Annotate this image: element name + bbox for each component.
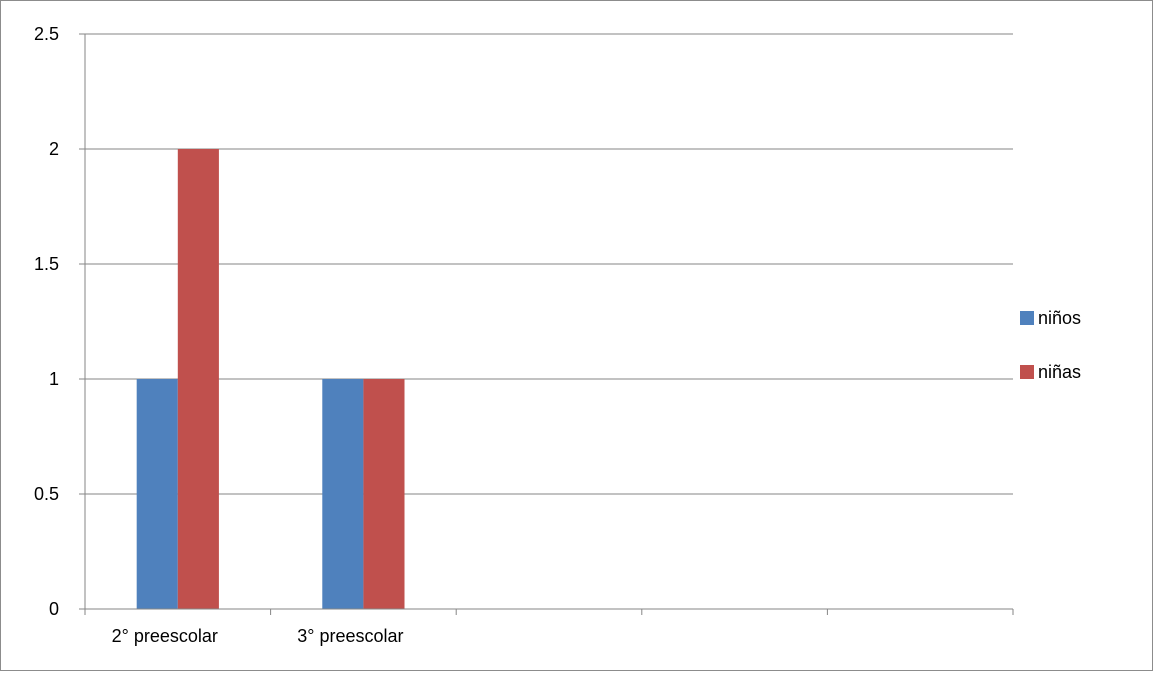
bars bbox=[136, 149, 405, 609]
bar-2-2 bbox=[363, 379, 405, 609]
y-tick-label: 1 bbox=[49, 369, 59, 389]
bar-2-1 bbox=[322, 379, 364, 609]
legend-swatch bbox=[1020, 365, 1034, 379]
y-tick-labels: 0 0.5 1 1.5 2 2.5 bbox=[34, 24, 59, 619]
y-tick-label: 1.5 bbox=[34, 254, 59, 274]
legend-label: niñas bbox=[1038, 362, 1081, 382]
y-tick-label: 0 bbox=[49, 599, 59, 619]
axes bbox=[79, 33, 1014, 615]
y-tick-label: 2 bbox=[49, 139, 59, 159]
legend-swatch bbox=[1020, 311, 1034, 325]
y-tick-label: 2.5 bbox=[34, 24, 59, 44]
y-tick-label: 0.5 bbox=[34, 484, 59, 504]
bar-1-1 bbox=[136, 379, 178, 609]
legend-label: niños bbox=[1038, 308, 1081, 328]
bar-1-2 bbox=[177, 149, 219, 609]
x-tick-label: 2° preescolar bbox=[112, 626, 218, 646]
x-tick-label: 3° preescolar bbox=[297, 626, 403, 646]
legend: niños niñas bbox=[1020, 308, 1081, 382]
x-tick-labels: 2° preescolar 3° preescolar bbox=[112, 626, 404, 646]
gridlines bbox=[85, 33, 1013, 495]
